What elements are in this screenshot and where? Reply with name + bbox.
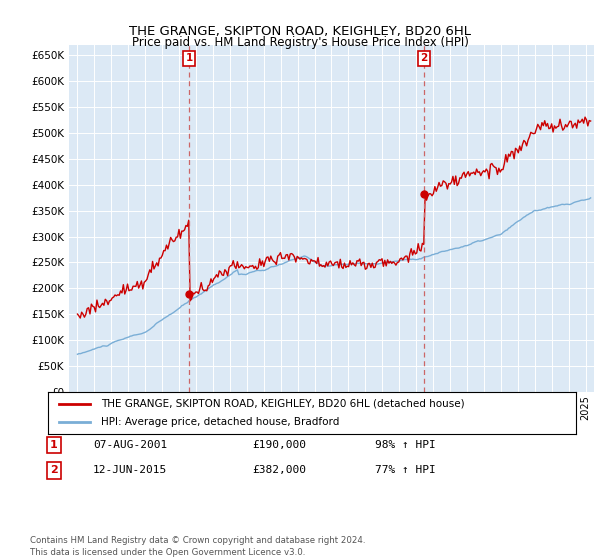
- Text: THE GRANGE, SKIPTON ROAD, KEIGHLEY, BD20 6HL: THE GRANGE, SKIPTON ROAD, KEIGHLEY, BD20…: [129, 25, 471, 38]
- Text: £190,000: £190,000: [252, 440, 306, 450]
- Text: THE GRANGE, SKIPTON ROAD, KEIGHLEY, BD20 6HL (detached house): THE GRANGE, SKIPTON ROAD, KEIGHLEY, BD20…: [101, 399, 464, 409]
- Text: 1: 1: [50, 440, 58, 450]
- Text: 77% ↑ HPI: 77% ↑ HPI: [375, 465, 436, 475]
- Text: Contains HM Land Registry data © Crown copyright and database right 2024.
This d: Contains HM Land Registry data © Crown c…: [30, 536, 365, 557]
- Text: £382,000: £382,000: [252, 465, 306, 475]
- Text: 2: 2: [50, 465, 58, 475]
- Text: 12-JUN-2015: 12-JUN-2015: [93, 465, 167, 475]
- Text: Price paid vs. HM Land Registry's House Price Index (HPI): Price paid vs. HM Land Registry's House …: [131, 36, 469, 49]
- Text: 2: 2: [420, 54, 427, 63]
- Text: 98% ↑ HPI: 98% ↑ HPI: [375, 440, 436, 450]
- Text: 1: 1: [185, 54, 193, 63]
- Text: 07-AUG-2001: 07-AUG-2001: [93, 440, 167, 450]
- Text: HPI: Average price, detached house, Bradford: HPI: Average price, detached house, Brad…: [101, 417, 339, 427]
